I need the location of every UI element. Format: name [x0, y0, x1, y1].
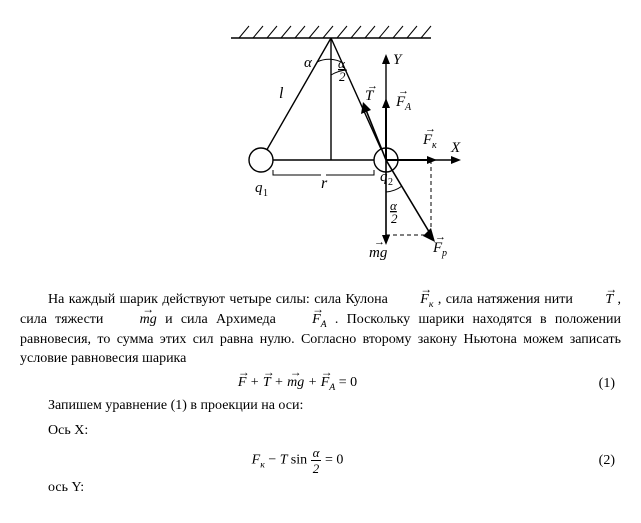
p1-d: и сила Архимеда	[165, 312, 284, 327]
svg-text:2: 2	[391, 211, 398, 226]
axis-y-heading: ось Y:	[20, 479, 621, 498]
label-q1: q 1	[255, 180, 268, 199]
equation-1: →F + →T + →mg + →FA = 0 (1)	[20, 375, 621, 393]
equation-1-number: (1)	[575, 376, 621, 392]
svg-text:2: 2	[388, 177, 393, 188]
vec-T: →T	[577, 291, 613, 310]
p1-a: На каждый шарик действуют четыре силы: с…	[48, 292, 392, 307]
figure: α α 2 l r q 1 q 2 Y X T → F A →	[20, 20, 621, 275]
label-alpha-half-bot: α 2	[390, 198, 398, 226]
svg-text:→: →	[425, 123, 436, 135]
label-alpha-half-top: α 2	[338, 56, 346, 84]
paragraph-1: На каждый шарик действуют четыре силы: с…	[20, 291, 621, 369]
label-alpha: α	[304, 55, 313, 71]
label-T: T →	[365, 80, 378, 104]
svg-text:A: A	[404, 102, 412, 113]
svg-text:1: 1	[263, 188, 268, 199]
svg-text:p: p	[441, 248, 447, 259]
vec-Fk-sub: к	[429, 299, 434, 310]
vec-mg: →mg	[112, 311, 157, 330]
ball-left	[249, 148, 273, 172]
axis-y-label: Y	[393, 52, 403, 68]
equation-2: Fк − T sin α2 = 0 (2)	[20, 446, 621, 475]
svg-text:к: к	[432, 140, 437, 151]
vec-FA: →F	[284, 311, 321, 330]
label-r: r	[321, 175, 328, 192]
label-Fk: F к →	[422, 123, 437, 151]
axis-x-heading: Ось X:	[20, 422, 621, 441]
p1-b: , сила натяжения нити	[438, 292, 577, 307]
label-l: l	[279, 85, 284, 102]
vec-FA-sub: A	[321, 319, 327, 330]
label-FA: F A →	[395, 85, 412, 113]
label-Fp: F p →	[432, 231, 447, 259]
svg-text:→: →	[435, 231, 446, 243]
svg-text:q: q	[255, 180, 263, 196]
svg-text:→: →	[398, 85, 409, 97]
svg-text:→: →	[374, 236, 385, 248]
svg-text:→: →	[367, 80, 378, 92]
axis-x-label: X	[450, 140, 461, 156]
svg-text:2: 2	[339, 69, 346, 84]
vec-Fk: →F	[392, 291, 429, 310]
paragraph-2: Запишем уравнение (1) в проекции на оси:	[20, 397, 621, 416]
equation-2-number: (2)	[575, 453, 621, 469]
physics-diagram: α α 2 l r q 1 q 2 Y X T → F A →	[171, 20, 471, 270]
